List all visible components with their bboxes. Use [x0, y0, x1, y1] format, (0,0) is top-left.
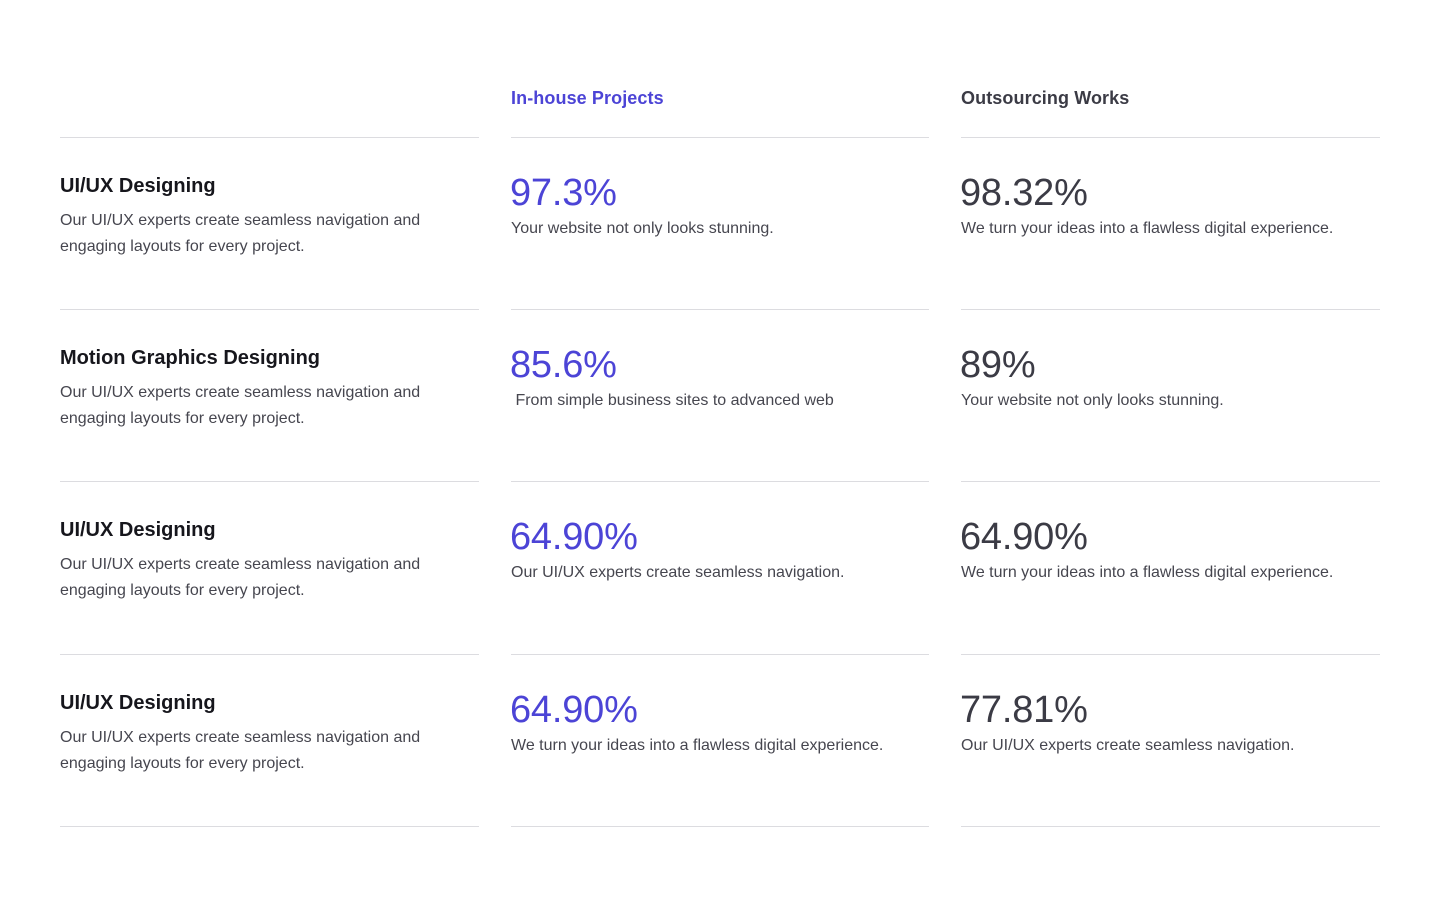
column-heading-inhouse: In-house Projects [511, 88, 664, 108]
divider [60, 654, 479, 655]
inhouse-percentage: 64.90% [510, 516, 638, 558]
inhouse-percentage: 97.3% [510, 172, 617, 214]
service-title: UI/UX Designing [60, 175, 216, 197]
divider [60, 309, 479, 310]
outsourcing-percentage: 64.90% [960, 516, 1088, 558]
column-header-row: In-house Projects Outsourcing Works [0, 86, 1440, 110]
service-description: Our UI/UX experts create seamless naviga… [60, 556, 421, 599]
outsourcing-note: We turn your ideas into a flawless digit… [961, 220, 1334, 237]
inhouse-note: Your website not only looks stunning. [511, 220, 774, 237]
inhouse-note: We turn your ideas into a flawless digit… [511, 737, 884, 754]
column-heading-outsourcing: Outsourcing Works [961, 88, 1130, 108]
service-title: Motion Graphics Designing [60, 347, 321, 369]
divider [60, 481, 479, 482]
comparison-row: UI/UX Designing Our UI/UX experts create… [0, 689, 1440, 861]
service-description: Our UI/UX experts create seamless naviga… [60, 212, 421, 255]
outsourcing-percentage: 98.32% [960, 172, 1088, 214]
outsourcing-note: Your website not only looks stunning. [961, 392, 1224, 409]
divider [961, 654, 1380, 655]
divider [961, 137, 1380, 138]
divider [961, 826, 1380, 827]
divider [511, 654, 929, 655]
comparison-row: UI/UX Designing Our UI/UX experts create… [0, 516, 1440, 688]
divider [961, 309, 1380, 310]
divider [60, 137, 479, 138]
comparison-row: UI/UX Designing Our UI/UX experts create… [0, 172, 1440, 344]
outsourcing-note: Our UI/UX experts create seamless naviga… [961, 737, 1295, 754]
divider [511, 137, 929, 138]
service-title: UI/UX Designing [60, 692, 216, 714]
outsourcing-percentage: 89% [960, 344, 1036, 386]
outsourcing-note: We turn your ideas into a flawless digit… [961, 564, 1334, 581]
outsourcing-percentage: 77.81% [960, 689, 1088, 731]
divider [511, 309, 929, 310]
divider [511, 481, 929, 482]
inhouse-note: From simple business sites to advanced w… [511, 392, 834, 409]
inhouse-note: Our UI/UX experts create seamless naviga… [511, 564, 845, 581]
divider [511, 826, 929, 827]
inhouse-percentage: 85.6% [510, 344, 617, 386]
divider [961, 481, 1380, 482]
inhouse-percentage: 64.90% [510, 689, 638, 731]
service-description: Our UI/UX experts create seamless naviga… [60, 384, 421, 427]
comparison-row: Motion Graphics Designing Our UI/UX expe… [0, 344, 1440, 516]
divider [60, 826, 479, 827]
service-title: UI/UX Designing [60, 519, 216, 541]
service-description: Our UI/UX experts create seamless naviga… [60, 729, 421, 772]
